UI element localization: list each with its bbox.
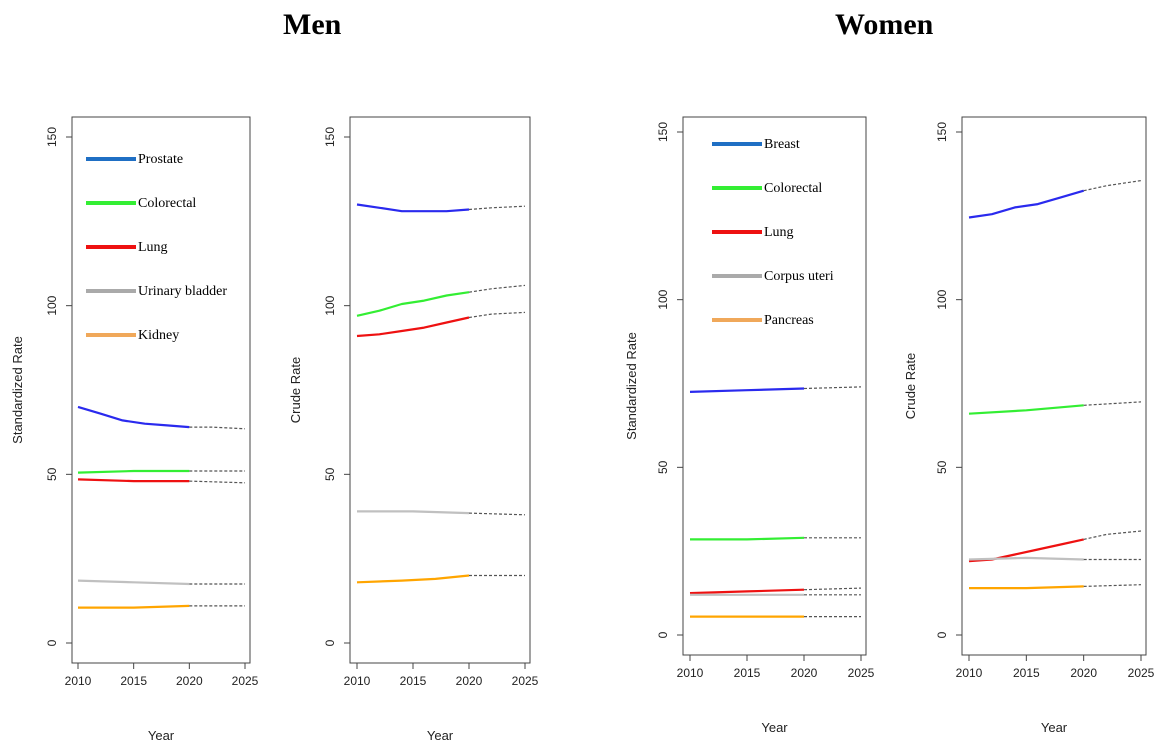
y-axis-label: Standardized Rate (10, 336, 25, 444)
x-tick-label: 2015 (1013, 666, 1040, 680)
plot-frame (682, 116, 867, 656)
x-tick-label: 2010 (65, 674, 92, 688)
y-tick-label: 50 (45, 467, 59, 481)
series-line-urinary-bladder (77, 579, 190, 586)
plot-frame (71, 116, 251, 664)
x-tick-label: 2010 (344, 674, 371, 688)
series-line-colorectal (968, 404, 1084, 415)
x-tick-label: 2025 (512, 674, 539, 688)
series-line-breast (689, 387, 805, 393)
legend-label: Urinary bladder (138, 284, 227, 299)
x-axis-label: Year (427, 728, 454, 743)
y-tick-label: 150 (656, 122, 670, 142)
legend-label: Prostate (138, 152, 183, 167)
x-tick-label: 2010 (956, 666, 983, 680)
y-tick-label: 150 (935, 122, 949, 142)
projection-line-prostate (189, 426, 246, 430)
projection-line-lung (468, 311, 526, 319)
y-axis-label: Standardized Rate (624, 332, 639, 440)
legend-label: Lung (764, 225, 794, 240)
series-line-prostate (356, 203, 470, 213)
series-line-colorectal (690, 536, 805, 541)
x-tick-label: 2025 (848, 666, 875, 680)
y-tick-label: 100 (656, 289, 670, 309)
y-tick-label: 50 (323, 467, 337, 481)
women-title: Women (835, 8, 934, 41)
x-tick-label: 2020 (456, 674, 483, 688)
x-tick-label: 2015 (120, 674, 147, 688)
series-line-lung (689, 588, 805, 595)
projection-line-lung (189, 480, 246, 484)
legend-label: Breast (764, 137, 800, 152)
projection-line-lung (803, 587, 862, 591)
projection-line-prostate (468, 205, 526, 211)
y-tick-label: 0 (323, 639, 337, 646)
x-tick-label: 2020 (176, 674, 203, 688)
series-line-lung (356, 316, 470, 338)
projection-line-breast (803, 386, 862, 390)
series-line-kidney (356, 574, 470, 584)
series-line-corpus-uteri (968, 556, 1084, 561)
series-line-breast (968, 189, 1085, 219)
men-title: Men (283, 8, 342, 41)
legend-label: Pancreas (764, 313, 814, 328)
y-tick-label: 50 (935, 460, 949, 474)
y-tick-label: 150 (45, 127, 59, 147)
y-axis-label: Crude Rate (903, 353, 918, 419)
y-tick-label: 0 (45, 639, 59, 646)
x-tick-label: 2015 (400, 674, 427, 688)
series-line-lung (77, 478, 190, 483)
legend-label: Lung (138, 240, 168, 255)
series-line-kidney (78, 604, 190, 609)
y-tick-label: 100 (45, 295, 59, 315)
y-tick-label: 50 (656, 460, 670, 474)
x-tick-label: 2025 (1128, 666, 1155, 680)
projection-line-pancreas (1083, 584, 1142, 587)
projection-line-breast (1083, 180, 1142, 192)
y-axis-label: Crude Rate (288, 357, 303, 423)
y-tick-label: 100 (323, 295, 337, 315)
x-axis-label: Year (761, 720, 788, 735)
series-line-prostate (77, 405, 190, 429)
projection-line-urinary-bladder (468, 512, 526, 516)
legend-label: Colorectal (138, 196, 196, 211)
series-line-colorectal (356, 291, 470, 317)
x-tick-label: 2020 (791, 666, 818, 680)
projection-line-lung (1083, 530, 1142, 540)
x-tick-label: 2020 (1070, 666, 1097, 680)
x-tick-label: 2025 (232, 674, 259, 688)
series-line-urinary-bladder (357, 510, 470, 515)
y-tick-label: 0 (656, 631, 670, 638)
plot-frame (349, 116, 531, 664)
y-tick-label: 150 (323, 127, 337, 147)
x-tick-label: 2015 (734, 666, 761, 680)
y-tick-label: 100 (935, 289, 949, 309)
x-axis-label: Year (1041, 720, 1068, 735)
projection-line-colorectal (468, 284, 526, 293)
y-tick-label: 0 (935, 631, 949, 638)
legend-label: Corpus uteri (764, 269, 834, 284)
plot-frame (961, 116, 1147, 656)
legend-label: Colorectal (764, 181, 822, 196)
series-line-colorectal (77, 469, 190, 474)
projection-line-colorectal (1083, 401, 1142, 406)
x-axis-label: Year (148, 728, 175, 743)
legend-label: Kidney (138, 328, 179, 343)
x-tick-label: 2010 (677, 666, 704, 680)
series-line-pancreas (969, 585, 1084, 590)
